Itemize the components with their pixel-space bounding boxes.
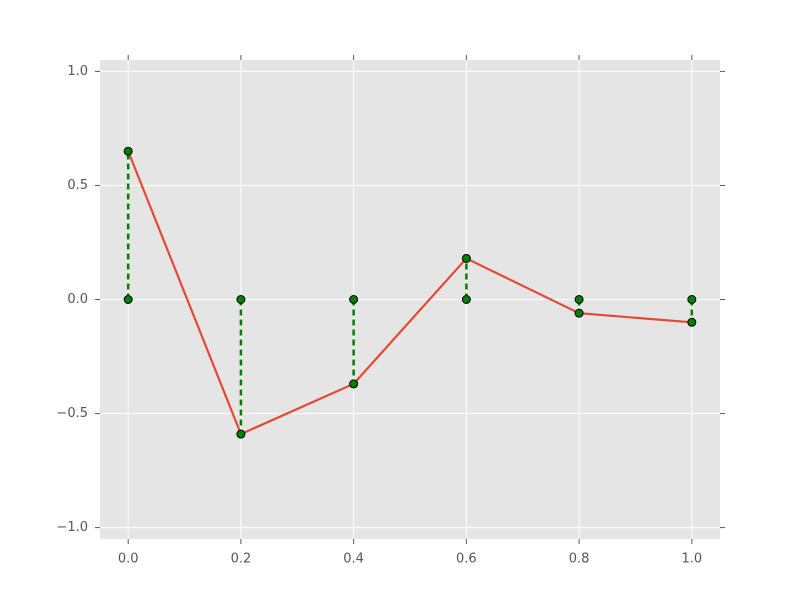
y-tick-label: 0.0 — [67, 292, 88, 307]
point-marker — [349, 379, 359, 389]
baseline-marker — [349, 295, 359, 304]
point-marker — [123, 146, 133, 156]
x-tick-label: 1.0 — [681, 552, 702, 567]
y-tick-label: −1.0 — [56, 520, 88, 535]
point-marker — [236, 429, 246, 439]
x-tick-label: 0.6 — [456, 552, 477, 567]
y-tick-label: 0.5 — [67, 178, 88, 193]
baseline-marker — [574, 295, 584, 304]
x-tick-label: 0.4 — [343, 552, 364, 567]
data-line — [127, 150, 692, 436]
baseline-marker — [236, 295, 246, 304]
y-tick-label: 1.0 — [67, 64, 88, 79]
baseline-marker — [461, 295, 471, 304]
baseline-marker — [687, 295, 697, 304]
x-tick-label: 0.0 — [118, 552, 139, 567]
x-tick-label: 0.8 — [569, 552, 590, 567]
point-marker — [574, 308, 584, 318]
point-marker — [461, 253, 471, 263]
point-marker — [687, 317, 697, 327]
baseline-marker — [123, 295, 133, 304]
y-tick-label: −0.5 — [56, 406, 88, 421]
x-tick-label: 0.2 — [231, 552, 252, 567]
